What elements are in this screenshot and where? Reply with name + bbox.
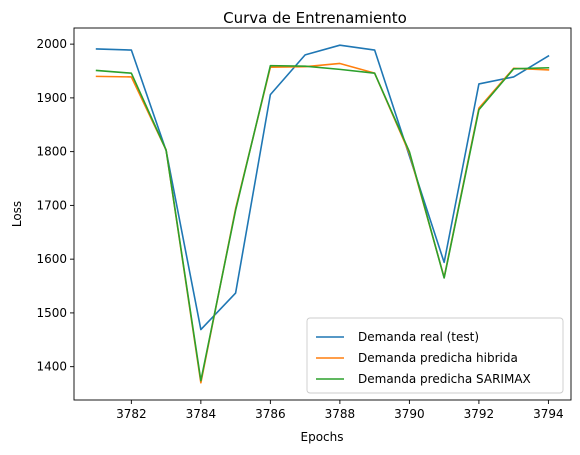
plot-area-frame [73, 27, 572, 401]
y-tick-label: 1700 [36, 198, 67, 212]
chart-title: Curva de Entrenamiento [223, 9, 407, 27]
x-tick-label: 3792 [464, 407, 495, 421]
x-tick-label: 3788 [325, 407, 356, 421]
y-tick-label: 1600 [36, 252, 67, 266]
series-line-3 [95, 64, 550, 382]
x-tick-label: 3782 [116, 407, 147, 421]
legend-label-2: Demanda predicha hibrida [358, 351, 518, 365]
x-tick-label: 3794 [533, 407, 564, 421]
legend: Demanda real (test) Demanda predicha hibr… [306, 317, 564, 394]
y-axis-ticks: 1400 1500 1600 1700 1800 1900 2000 [36, 37, 74, 374]
y-axis-label: Loss [10, 201, 24, 227]
plot-lines [95, 44, 550, 384]
y-tick-label: 2000 [36, 37, 67, 51]
y-tick-label: 1500 [36, 306, 67, 320]
x-axis-ticks: 3782 3784 3786 3788 3790 3792 3794 [116, 400, 564, 421]
y-tick-label: 1800 [36, 145, 67, 159]
x-axis-label: Epochs [301, 430, 344, 444]
y-tick-label: 1400 [36, 360, 67, 374]
x-tick-label: 3784 [186, 407, 217, 421]
legend-label-3: Demanda predicha SARIMAX [358, 372, 531, 386]
x-tick-label: 3786 [255, 407, 286, 421]
legend-box [306, 317, 564, 394]
x-tick-label: 3790 [394, 407, 425, 421]
legend-label-1: Demanda real (test) [358, 330, 479, 344]
y-tick-label: 1900 [36, 91, 67, 105]
series-line-1 [95, 44, 550, 331]
